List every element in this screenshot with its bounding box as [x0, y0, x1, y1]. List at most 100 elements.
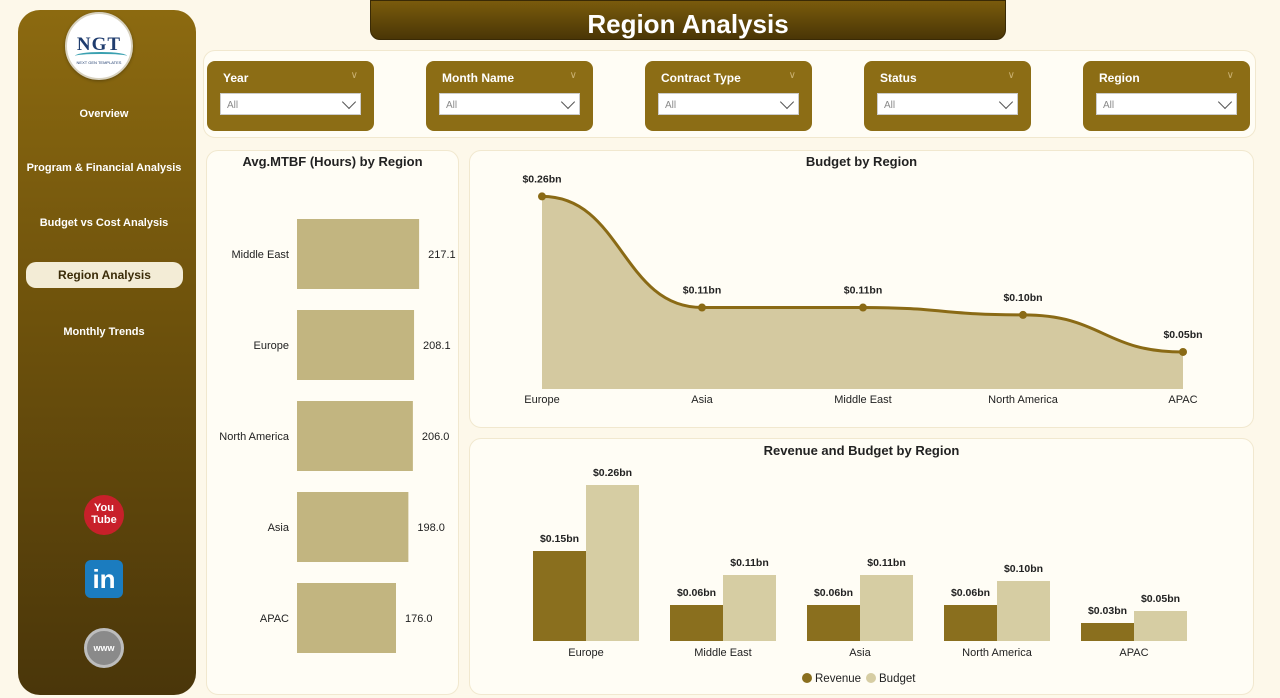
data-label: $0.06bn: [814, 587, 853, 599]
category-label: Asia: [849, 647, 871, 659]
filter-label: Month Name: [442, 71, 514, 85]
data-label: $0.10bn: [1004, 563, 1043, 575]
chevron-down-icon: [779, 94, 795, 110]
filter-value: All: [665, 100, 677, 111]
filter-value: All: [1103, 100, 1115, 111]
data-label: $0.15bn: [540, 533, 579, 545]
budget-bar[interactable]: [586, 485, 639, 641]
mtbf-bar[interactable]: [297, 219, 420, 289]
filter-value: All: [446, 100, 458, 111]
region-select[interactable]: All: [1096, 93, 1237, 115]
legend-label: Revenue: [815, 673, 861, 685]
revenue-bar[interactable]: [533, 551, 586, 641]
legend-swatch: [802, 673, 812, 683]
budget-point[interactable]: [538, 192, 546, 201]
logo-subtitle: NEXT GEN TEMPLATES: [76, 60, 122, 65]
logo-swoosh-icon: [75, 52, 127, 60]
chevron-down-icon: [998, 94, 1014, 110]
chart-title: Avg.MTBF (Hours) by Region: [242, 154, 423, 169]
filter-value: All: [884, 100, 896, 111]
linkedin-icon[interactable]: in: [85, 560, 123, 598]
chevron-down-icon: [1217, 94, 1233, 110]
data-label: 206.0: [422, 431, 450, 443]
filter-value: All: [227, 100, 239, 111]
budget-bar[interactable]: [1134, 611, 1187, 641]
data-label: 217.1: [428, 249, 456, 261]
data-label: $0.26bn: [593, 467, 632, 479]
mtbf-bar[interactable]: [297, 310, 415, 380]
budget-point[interactable]: [1019, 310, 1027, 319]
filter-label: Contract Type: [661, 71, 741, 85]
month-name-select[interactable]: All: [439, 93, 580, 115]
filter-label: Region: [1099, 71, 1140, 85]
data-label: $0.11bn: [867, 557, 906, 569]
mtbf-bar[interactable]: [297, 401, 413, 471]
globe-icon[interactable]: www: [84, 628, 124, 668]
data-label: $0.06bn: [677, 587, 716, 599]
category-label: Europe: [568, 647, 603, 659]
youtube-icon-text-1: You: [94, 502, 114, 514]
data-label: $0.10bn: [1003, 292, 1042, 304]
youtube-icon-text-2: Tube: [91, 514, 117, 526]
chart-title: Revenue and Budget by Region: [763, 443, 960, 458]
nav-budget-vs-cost-analysis[interactable]: Budget vs Cost Analysis: [39, 217, 169, 229]
revenue-budget-chart-panel: Revenue and Budget by Region $0.15bn $0.2…: [469, 438, 1254, 695]
data-label: $0.11bn: [730, 557, 769, 569]
budget-bar[interactable]: [860, 575, 913, 641]
nav-region-analysis[interactable]: Region Analysis: [26, 262, 183, 288]
data-label: $0.03bn: [1088, 605, 1127, 617]
nav-monthly-trends[interactable]: Monthly Trends: [63, 326, 145, 338]
chevron-down-icon[interactable]: ∨: [1007, 70, 1015, 81]
revenue-bar[interactable]: [807, 605, 860, 641]
revenue-bar[interactable]: [1081, 623, 1134, 641]
nav-program-financial-analysis[interactable]: Program & Financial Analysis: [26, 162, 182, 174]
filter-status: Status ∨ All: [864, 61, 1031, 131]
category-label: North America: [988, 394, 1059, 406]
budget-bar[interactable]: [997, 581, 1050, 641]
nav-overview[interactable]: Overview: [79, 108, 129, 120]
category-label: Middle East: [232, 249, 289, 261]
revenue-bar[interactable]: [670, 605, 723, 641]
filter-month-name: Month Name ∨ All: [426, 61, 593, 131]
youtube-icon[interactable]: You Tube: [84, 495, 124, 535]
mtbf-chart: Middle East 217.1 Europe 208.1 North America…: [219, 219, 456, 653]
page-title: Region Analysis: [370, 0, 1006, 40]
data-label: $0.05bn: [1141, 593, 1180, 605]
sidebar: NGT NEXT GEN TEMPLATES Overview Program …: [18, 10, 196, 695]
chevron-down-icon[interactable]: ∨: [569, 70, 577, 81]
chevron-down-icon[interactable]: ∨: [788, 70, 796, 81]
category-label: Asia: [268, 522, 290, 534]
legend-swatch: [866, 673, 876, 683]
filter-label: Status: [880, 71, 917, 85]
filter-bar: Year ∨ All Month Name ∨ All Contract Typ…: [203, 50, 1256, 138]
mtbf-bar[interactable]: [297, 492, 409, 562]
data-label: $0.11bn: [844, 285, 883, 297]
data-label: $0.11bn: [683, 285, 722, 297]
revenue-bar[interactable]: [944, 605, 997, 641]
budget-bar[interactable]: [723, 575, 776, 641]
chevron-down-icon[interactable]: ∨: [1226, 70, 1234, 81]
ngt-logo: NGT NEXT GEN TEMPLATES: [65, 12, 133, 80]
budget-point[interactable]: [1179, 347, 1187, 356]
filter-region: Region ∨ All: [1083, 61, 1250, 131]
category-label: Middle East: [694, 647, 751, 659]
chevron-down-icon: [560, 94, 576, 110]
contract-type-select[interactable]: All: [658, 93, 799, 115]
budget-point[interactable]: [859, 303, 867, 312]
category-label: Europe: [254, 340, 289, 352]
data-label: $0.06bn: [951, 587, 990, 599]
category-label: APAC: [260, 613, 289, 625]
filter-label: Year: [223, 71, 249, 85]
budget-chart: $0.26bn Europe $0.11bn Asia $0.11bn Middle Ea…: [522, 173, 1202, 406]
budget-area: [542, 196, 1183, 389]
status-select[interactable]: All: [877, 93, 1018, 115]
year-select[interactable]: All: [220, 93, 361, 115]
mtbf-bar[interactable]: [297, 583, 396, 653]
filter-contract-type: Contract Type ∨ All: [645, 61, 812, 131]
chart-title: Budget by Region: [805, 154, 918, 169]
category-label: North America: [962, 647, 1033, 659]
chevron-down-icon[interactable]: ∨: [350, 70, 358, 81]
category-label: Europe: [524, 394, 559, 406]
budget-point[interactable]: [698, 303, 706, 312]
category-label: APAC: [1119, 647, 1148, 659]
